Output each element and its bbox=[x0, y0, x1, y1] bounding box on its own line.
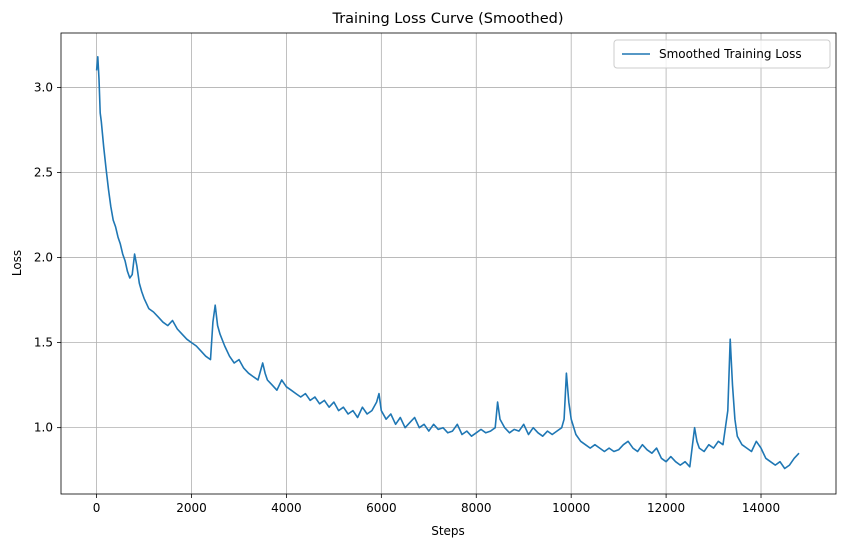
series-layer bbox=[95, 55, 800, 470]
x-tick-label: 4000 bbox=[271, 501, 302, 515]
chart-title: Training Loss Curve (Smoothed) bbox=[331, 11, 563, 27]
x-tick-label: 14000 bbox=[742, 501, 780, 515]
y-tick-label: 2.0 bbox=[34, 251, 53, 265]
y-tick-label: 3.0 bbox=[34, 80, 53, 94]
x-tick-label: 12000 bbox=[647, 501, 685, 515]
tick-layer: 0 2000 4000 6000 8000 10000 12000 14000 1.0 1.5 2.… bbox=[34, 80, 780, 515]
x-tick-label: 8000 bbox=[461, 501, 492, 515]
x-tick-label: 2000 bbox=[176, 501, 207, 515]
y-tick-label: 1.0 bbox=[34, 421, 53, 435]
legend: Smoothed Training Loss bbox=[613, 39, 831, 69]
y-axis-label: Loss bbox=[10, 250, 24, 276]
y-tick-label: 1.5 bbox=[34, 336, 53, 350]
x-axis-label: Steps bbox=[431, 524, 465, 538]
legend-entry-label: Smoothed Training Loss bbox=[659, 47, 802, 61]
legend-box bbox=[613, 39, 831, 69]
plot-area-frame bbox=[60, 32, 837, 495]
series-line-smoothed-training-loss bbox=[95, 55, 800, 470]
x-tick-label: 10000 bbox=[552, 501, 590, 515]
x-tick-label: 0 bbox=[93, 501, 101, 515]
grid-lines bbox=[61, 33, 836, 494]
x-tick-label: 6000 bbox=[366, 501, 397, 515]
y-tick-label: 2.5 bbox=[34, 165, 53, 179]
